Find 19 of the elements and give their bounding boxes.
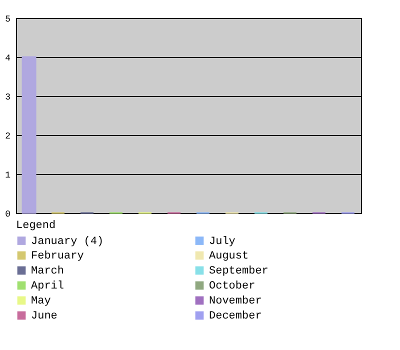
legend-label: September bbox=[209, 266, 268, 278]
y-tick-label: 2 bbox=[5, 132, 10, 142]
legend-label: October bbox=[209, 280, 256, 292]
legend-label: April bbox=[31, 280, 64, 292]
y-tick-label: 5 bbox=[5, 14, 10, 24]
y-tick-label: 0 bbox=[5, 210, 10, 220]
legend-label: August bbox=[209, 250, 249, 262]
legend-label: November bbox=[209, 296, 262, 308]
legend-label: May bbox=[31, 296, 52, 308]
legend-label: July bbox=[209, 236, 236, 248]
legend-title: Legend bbox=[16, 220, 56, 232]
legend-label: December bbox=[209, 310, 262, 322]
y-tick-label: 1 bbox=[5, 170, 10, 180]
y-tick-label: 4 bbox=[5, 54, 10, 64]
y-tick-label: 3 bbox=[5, 92, 10, 102]
legend-label: March bbox=[31, 266, 64, 278]
legend-label: January (4) bbox=[31, 236, 104, 248]
legend-label: February bbox=[31, 250, 84, 262]
legend-label: June bbox=[31, 310, 58, 322]
